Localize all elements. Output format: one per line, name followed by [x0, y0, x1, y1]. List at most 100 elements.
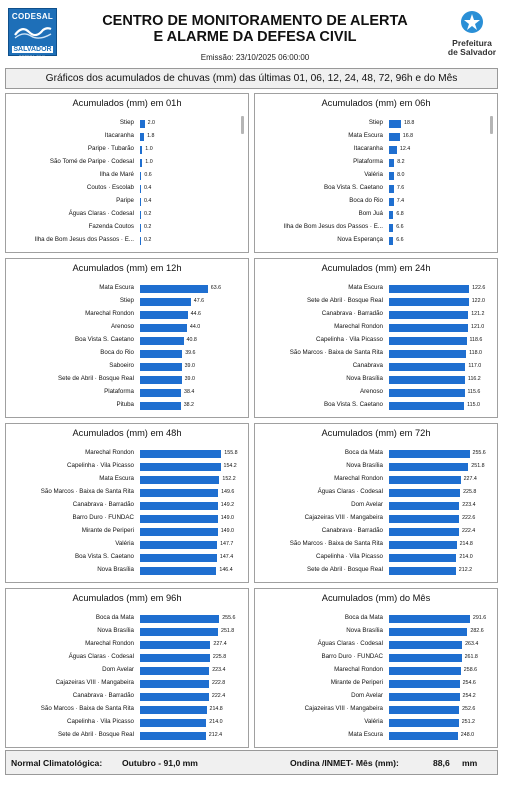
chart-panel[interactable]: Acumulados (mm) em 48h Marechal Rondon 155…: [5, 423, 249, 583]
category-label: Dom Avelar: [102, 666, 134, 673]
chart-row: Paripe · Tubarão 1.0: [6, 144, 248, 157]
chart-row: Boa Vista S. Caetano 40.8: [6, 335, 248, 348]
prefeitura-text-line1: Prefeitura: [452, 38, 492, 48]
chart-row: Dom Avelar 223.4: [255, 500, 497, 513]
value-label: 149.0: [220, 515, 234, 521]
category-label: Sete de Abril · Bosque Real: [57, 375, 134, 382]
value-label: 214.8: [459, 541, 473, 547]
bar-mark: [140, 489, 219, 497]
bar-mark: [140, 567, 217, 575]
chart-panel[interactable]: Acumulados (mm) em 12h Mata Escura 63.6 Sti…: [5, 258, 249, 418]
category-label: Capelinha · Vila Picasso: [316, 553, 383, 560]
bar-mark: [140, 146, 143, 154]
bar-mark: [389, 515, 460, 523]
logo-salvador-text: SALVADOR: [12, 46, 53, 53]
chart-row: Canabrava · Barradão 222.4: [6, 691, 248, 704]
category-label: Pituba: [116, 401, 134, 408]
chart-row: Cajazeiras VIII · Mangabeira 252.6: [255, 704, 497, 717]
category-label: Barro Duro · FUNDAC: [321, 653, 383, 660]
value-label: 7.6: [396, 185, 405, 191]
category-label: Sete de Abril · Bosque Real: [57, 731, 134, 738]
chart-row: Marechal Rondon 44.6: [6, 309, 248, 322]
ondina-unit: mm: [462, 758, 478, 768]
value-label: 39.0: [184, 363, 195, 369]
bar-mark: [389, 719, 459, 727]
chart-row: Boca da Mata 255.6: [6, 613, 248, 626]
value-label: 6.6: [396, 224, 404, 230]
bar-mark: [140, 732, 206, 740]
chart-row: Capelinha · Vila Picasso 214.0: [255, 552, 497, 565]
value-label: 118.6: [469, 337, 483, 343]
climatological-value: Outubro - 91,0 mm: [122, 758, 198, 768]
value-label: 40.8: [186, 337, 197, 343]
category-label: Capelinha · Vila Picasso: [67, 718, 134, 725]
bar-mark: [140, 706, 207, 714]
category-label: Marechal Rondon: [85, 449, 134, 456]
value-label: 38.4: [184, 389, 195, 395]
value-label: 117.0: [468, 363, 482, 369]
logo-codesal-text: CODESAL: [11, 12, 54, 21]
emission-timestamp: Emissão: 23/10/2025 06:00:00: [200, 53, 310, 62]
category-label: Marechal Rondon: [334, 666, 383, 673]
category-label: Mata Escura: [348, 284, 383, 291]
category-label: Stiep: [119, 297, 134, 304]
chart-row: Stiep 2.0: [6, 118, 248, 131]
value-label: 122.0: [471, 298, 485, 304]
value-label: 0.2: [144, 224, 152, 230]
value-label: 2.0: [147, 120, 155, 126]
ondina-value: 88,6: [433, 758, 450, 768]
chart-panel[interactable]: Acumulados (mm) em 96h Boca da Mata 255.6 N…: [5, 588, 249, 748]
chart-row: Boca do Rio 7.4: [255, 196, 497, 209]
bar-mark: [140, 237, 141, 245]
bar-mark: [389, 567, 456, 575]
bar-mark: [140, 389, 181, 397]
value-label: 214.8: [209, 706, 223, 712]
bar-mark: [389, 133, 400, 141]
chart-row: Águas Claras · Codesal 225.8: [255, 487, 497, 500]
bar-mark: [389, 554, 457, 562]
category-label: Arenoso: [110, 323, 134, 330]
value-label: 152.2: [222, 476, 236, 482]
category-label: Mirante de Periperi: [81, 527, 134, 534]
bar-mark: [389, 285, 470, 293]
bar-mark: [389, 311, 469, 319]
chart-panel[interactable]: Acumulados (mm) do Mês Boca da Mata 291.6 N…: [254, 588, 498, 748]
value-label: 222.4: [211, 693, 226, 699]
scrollbar-thumb[interactable]: [490, 116, 493, 134]
chart-row: Marechal Rondon 227.4: [255, 474, 497, 487]
category-label: São Marcos · Baixa de Santa Rita: [40, 705, 134, 712]
climatological-label: Normal Climatológica:: [11, 758, 103, 768]
bar-mark: [389, 159, 395, 167]
chart-panel[interactable]: Acumulados (mm) em 01h Stiep 2.0 Itacaranha…: [5, 93, 249, 253]
value-label: 214.0: [209, 719, 223, 725]
category-label: Nova Brasília: [97, 566, 134, 573]
chart-row: Boa Vista S. Caetano 115.0: [255, 400, 497, 413]
value-label: 222.8: [212, 680, 226, 686]
category-label: Canabrava · Barradão: [321, 310, 383, 317]
chart-row: Capelinha · Vila Picasso 214.0: [6, 717, 248, 730]
category-label: Cajazeiras VIII · Mangabeira: [55, 679, 134, 686]
bar-mark: [140, 450, 222, 458]
bar-mark: [389, 450, 470, 458]
bar-mark: [389, 376, 465, 384]
value-label: 251.8: [221, 628, 235, 634]
scrollbar-thumb[interactable]: [241, 116, 244, 134]
value-label: 147.4: [219, 554, 234, 560]
bar-mark: [140, 628, 218, 636]
category-label: Nova Esperança: [337, 236, 383, 243]
value-label: 155.8: [224, 450, 238, 456]
chart-panel[interactable]: Acumulados (mm) em 24h Mata Escura 122.6 Se…: [254, 258, 498, 418]
chart-title: Acumulados (mm) em 12h: [72, 263, 182, 273]
category-label: Mata Escura: [99, 284, 134, 291]
chart-panel[interactable]: Acumulados (mm) em 06h Stiep 18.8 Mata Escu…: [254, 93, 498, 253]
chart-row: Ilha de Maré 0.6: [6, 170, 248, 183]
wave-icon: [13, 27, 51, 39]
value-label: 7.4: [396, 198, 405, 204]
bar-mark: [389, 324, 468, 332]
bar-mark: [389, 667, 461, 675]
value-label: 149.0: [220, 528, 234, 534]
chart-row: Marechal Rondon 258.6: [255, 665, 497, 678]
bar-mark: [389, 654, 462, 662]
bar-mark: [140, 337, 184, 345]
chart-panel[interactable]: Acumulados (mm) em 72h Boca da Mata 255.6 N…: [254, 423, 498, 583]
